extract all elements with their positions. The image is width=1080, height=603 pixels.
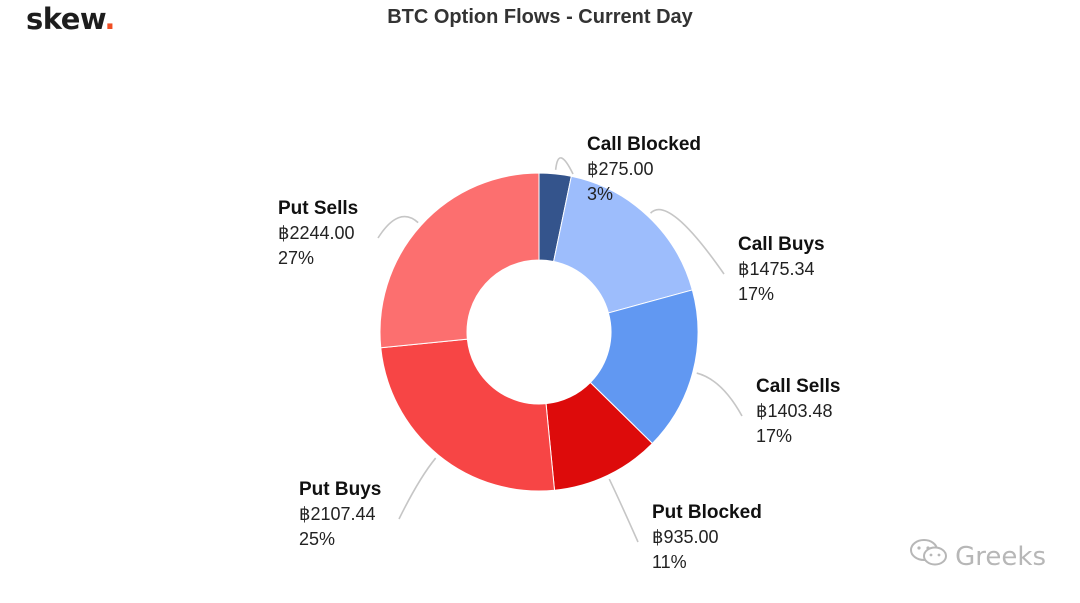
connector-put-sells	[377, 215, 419, 239]
wechat-icon	[909, 538, 949, 575]
connector-call-blocked	[554, 157, 574, 175]
label-name-call-blocked: Call Blocked	[587, 134, 701, 155]
label-value-call-blocked: ฿275.00	[587, 159, 654, 179]
logo-dot: .	[104, 2, 115, 36]
watermark-text: Greeks	[955, 541, 1046, 572]
logo-text: skew	[26, 2, 105, 36]
label-percent-call-sells: 17%	[756, 426, 792, 446]
label-name-put-blocked: Put Blocked	[652, 502, 762, 523]
label-value-call-buys: ฿1475.34	[738, 259, 815, 279]
label-name-call-sells: Call Sells	[756, 376, 841, 397]
connector-call-sells	[696, 372, 743, 417]
slice-labels: Call Blocked ฿275.00 3% Call Buys ฿1475.34 17…	[278, 134, 841, 572]
label-value-put-blocked: ฿935.00	[652, 527, 719, 547]
label-value-put-buys: ฿2107.44	[299, 504, 376, 524]
label-value-call-sells: ฿1403.48	[756, 401, 833, 421]
chart-title: BTC Option Flows - Current Day	[387, 6, 693, 28]
label-percent-put-sells: 27%	[278, 248, 314, 268]
connector-put-blocked	[608, 478, 639, 543]
label-percent-call-blocked: 3%	[587, 184, 613, 204]
label-value-put-sells: ฿2244.00	[278, 223, 355, 243]
label-percent-put-buys: 25%	[299, 529, 335, 549]
donut-hole	[467, 260, 611, 404]
label-percent-call-buys: 17%	[738, 284, 774, 304]
skew-logo: skew.	[26, 2, 115, 36]
label-name-put-sells: Put Sells	[278, 198, 358, 219]
label-name-call-buys: Call Buys	[738, 234, 825, 255]
label-connectors	[377, 157, 743, 543]
connector-call-buys	[649, 208, 725, 275]
donut-slices	[379, 172, 699, 492]
watermark: Greeks	[909, 538, 1046, 575]
connector-put-buys	[398, 457, 437, 520]
label-name-put-buys: Put Buys	[299, 479, 381, 500]
label-percent-put-blocked: 11%	[652, 552, 687, 572]
